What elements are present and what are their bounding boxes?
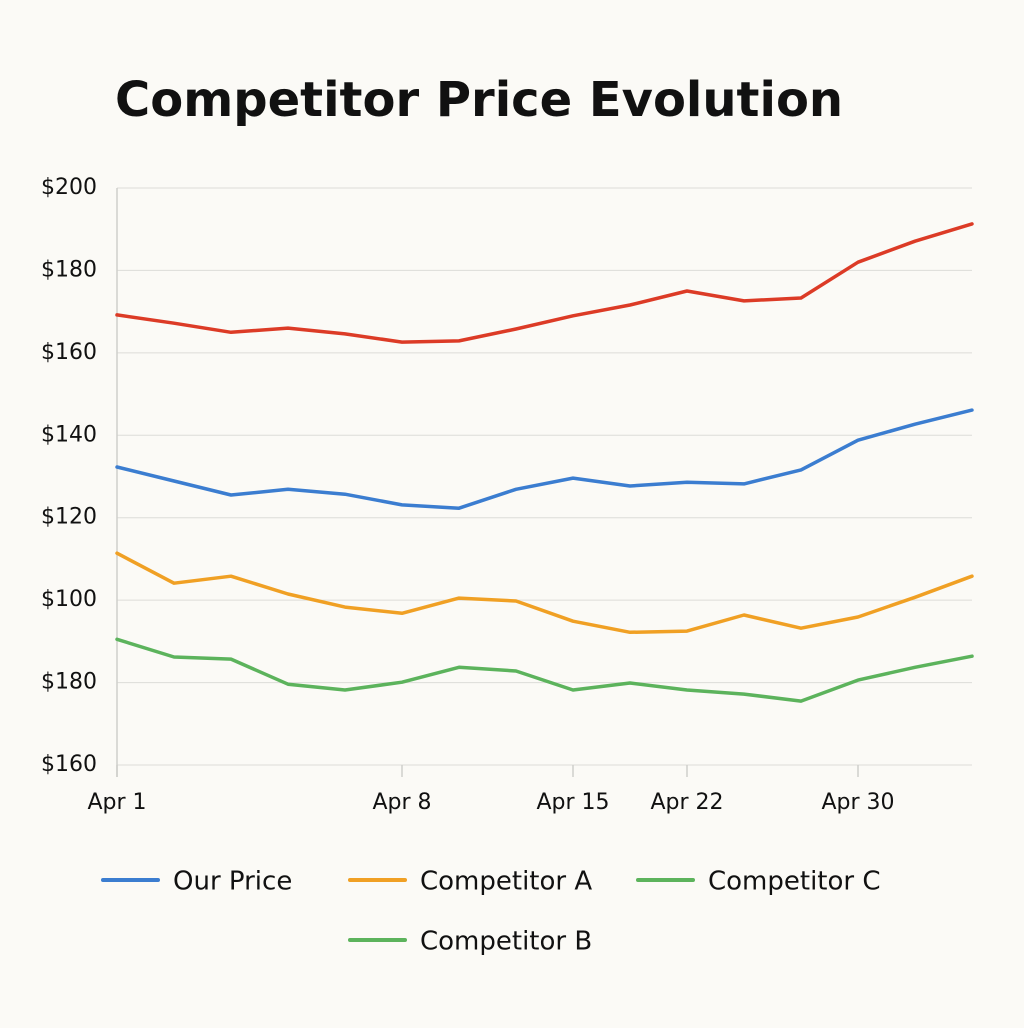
x-tick-label: Apr 8	[372, 790, 431, 815]
x-tick-label: Apr 1	[87, 790, 146, 815]
y-tick-label: $180	[41, 257, 97, 282]
legend-label: Competitor C	[708, 867, 881, 897]
y-tick-label: $160	[41, 340, 97, 365]
legend-label: Competitor A	[420, 867, 592, 897]
legend-label: Competitor B	[420, 927, 592, 957]
x-tick-label: Apr 30	[821, 790, 894, 815]
legend-label: Our Price	[173, 867, 292, 897]
x-tick-label: Apr 22	[650, 790, 723, 815]
series-line	[115, 551, 974, 635]
x-tick-label: Apr 15	[536, 790, 609, 815]
y-tick-label: $160	[41, 752, 97, 777]
chart-title: Competitor Price Evolution	[115, 72, 843, 128]
y-tick-label: $120	[41, 505, 97, 530]
y-tick-label: $140	[41, 422, 97, 447]
series-line	[115, 222, 974, 344]
y-tick-label: $100	[41, 587, 97, 612]
series-line	[115, 637, 974, 703]
y-tick-label: $200	[41, 175, 97, 200]
y-tick-label: $180	[41, 670, 97, 695]
series-line	[115, 408, 974, 510]
